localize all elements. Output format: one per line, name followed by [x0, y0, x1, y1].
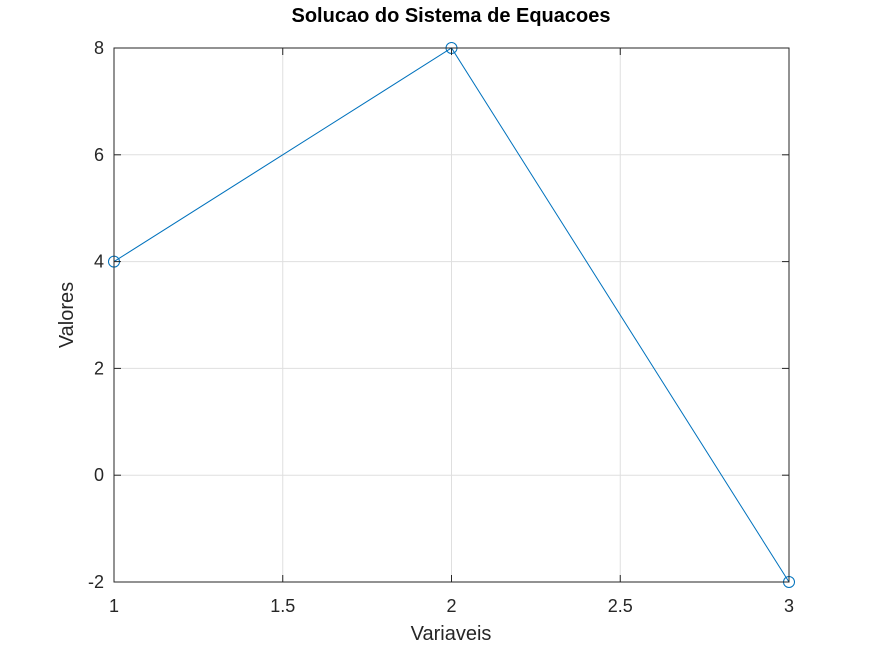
x-tick-label: 3 — [784, 596, 794, 616]
chart-title: Solucao do Sistema de Equacoes — [292, 5, 611, 27]
y-tick-label: 4 — [94, 252, 104, 272]
y-tick-label: -2 — [88, 572, 104, 592]
x-tick-label: 2 — [446, 596, 456, 616]
y-tick-label: 6 — [94, 145, 104, 165]
y-axis-label: Valores — [56, 282, 78, 348]
y-tick-label: 8 — [94, 38, 104, 58]
x-tick-label: 1.5 — [270, 596, 295, 616]
y-tick-label: 2 — [94, 358, 104, 378]
x-tick-label: 1 — [109, 596, 119, 616]
ticks: 1 1.5 2 2.5 3 -2 0 2 4 6 8 — [88, 38, 794, 616]
x-tick-label: 2.5 — [608, 596, 633, 616]
x-axis-label: Variaveis — [411, 623, 492, 645]
y-tick-label: 0 — [94, 465, 104, 485]
